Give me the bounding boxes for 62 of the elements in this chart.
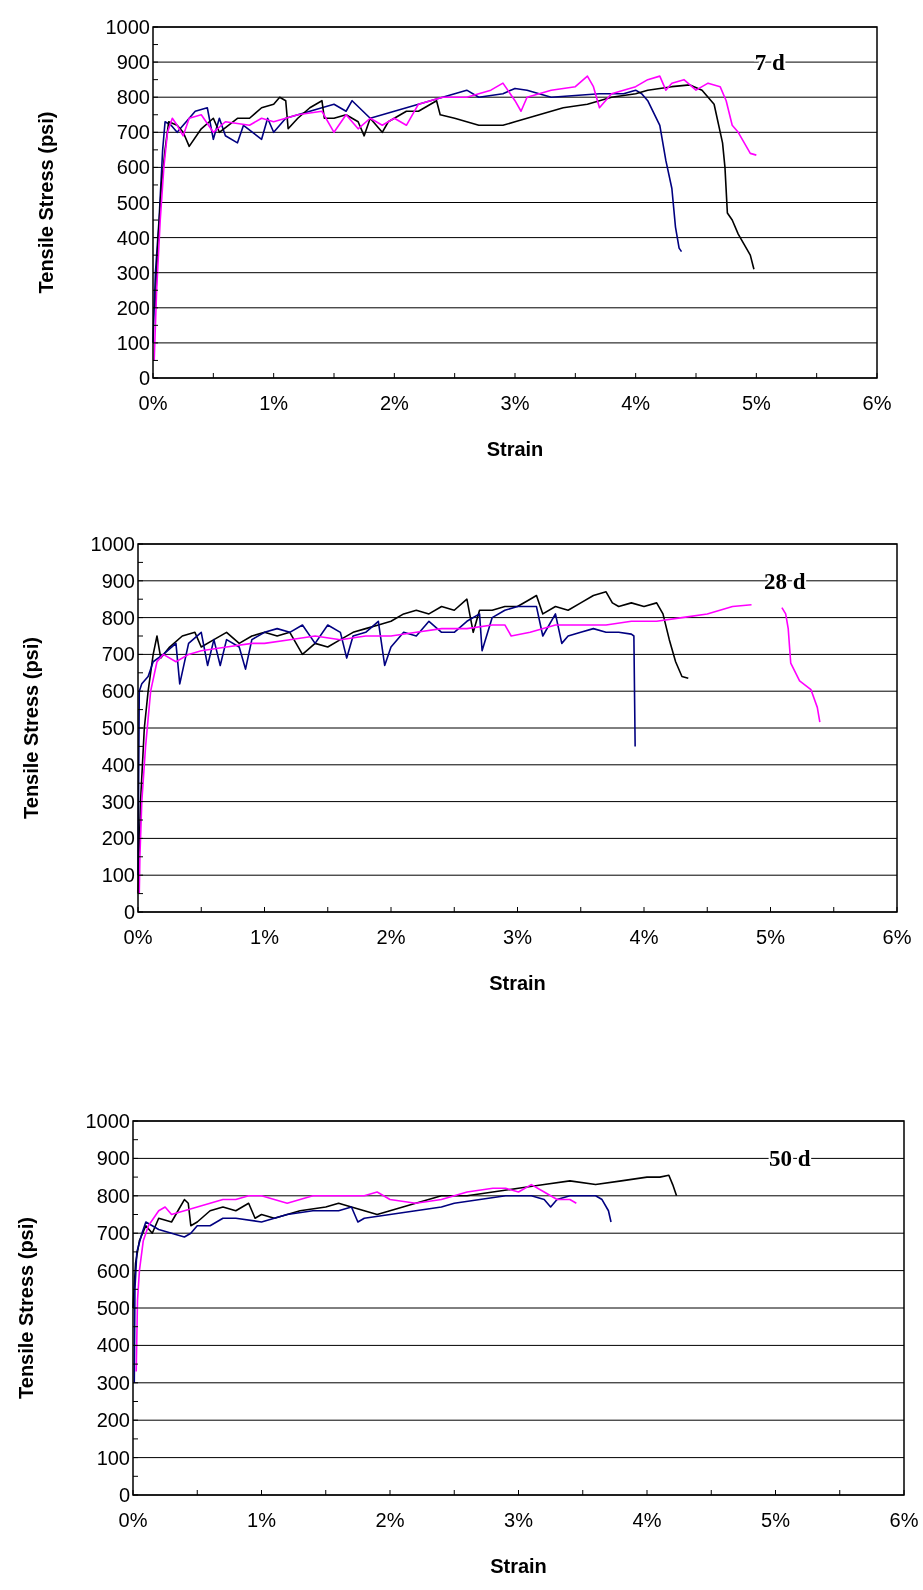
- y-tick-label: 100: [116, 331, 150, 354]
- y-tick-label: 800: [116, 86, 150, 109]
- y-tick-label: 200: [101, 827, 135, 850]
- line-series: [135, 1183, 578, 1373]
- y-tick-label: 900: [96, 1147, 130, 1170]
- y-tick-label: 700: [96, 1222, 130, 1245]
- x-tick-label: 6%: [862, 392, 892, 414]
- y-tick-label: 100: [96, 1446, 130, 1469]
- y-tick-label: 0: [123, 901, 135, 923]
- x-tick-label: 0%: [118, 1509, 148, 1531]
- y-tick-label: 600: [101, 680, 135, 703]
- y-tick-label: 300: [101, 790, 135, 813]
- y-tick-label: 300: [96, 1371, 130, 1394]
- y-tick-label: 200: [96, 1409, 130, 1432]
- x-tick-label: 6%: [889, 1509, 919, 1531]
- x-tick-label: 5%: [741, 392, 771, 414]
- x-tick-label: 5%: [756, 926, 786, 948]
- y-tick-label: 0: [118, 1484, 130, 1506]
- x-tick-label: 3%: [500, 392, 530, 414]
- x-tick-label: 1%: [259, 392, 289, 414]
- y-tick-label: 1000: [90, 533, 135, 555]
- y-tick-label: 1000: [105, 16, 150, 38]
- y-tick-label: 600: [116, 156, 150, 179]
- line-series: [133, 1195, 612, 1384]
- y-tick-label: 900: [101, 569, 135, 592]
- y-tick-label: 400: [116, 226, 150, 249]
- x-tick-label: 2%: [376, 926, 406, 948]
- y-tick-label: 100: [101, 864, 135, 887]
- y-tick-label: 500: [101, 717, 135, 739]
- y-tick-label: 300: [116, 261, 150, 284]
- x-tick-label: 6%: [882, 926, 912, 948]
- y-tick-label: 700: [101, 643, 135, 666]
- x-tick-label: 0%: [123, 926, 153, 948]
- y-tick-label: 500: [116, 191, 150, 214]
- y-tick-label: 800: [101, 606, 135, 629]
- x-tick-label: 4%: [629, 926, 659, 948]
- x-tick-label: 1%: [250, 926, 280, 948]
- y-tick-label: 900: [116, 51, 150, 74]
- x-tick-label: 0%: [138, 392, 168, 414]
- y-tick-label: 800: [96, 1184, 130, 1207]
- y-axis-title: Tensile Stress (psi): [20, 637, 42, 819]
- y-tick-label: 500: [96, 1297, 130, 1319]
- y-axis-title: Tensile Stress (psi): [35, 111, 57, 294]
- x-tick-label: 2%: [375, 1509, 405, 1531]
- y-tick-label: 700: [116, 121, 150, 144]
- y-tick-label: 400: [101, 753, 135, 776]
- y-tick-label: 1000: [85, 1110, 130, 1132]
- x-tick-label: 3%: [504, 1509, 534, 1531]
- y-axis-title: Tensile Stress (psi): [15, 1217, 37, 1399]
- x-tick-label: 5%: [761, 1509, 791, 1531]
- y-tick-label: 600: [96, 1259, 130, 1282]
- x-tick-label: 4%: [632, 1509, 662, 1531]
- x-tick-label: 4%: [621, 392, 651, 414]
- x-axis-title: Strain: [490, 1555, 547, 1577]
- x-tick-label: 3%: [503, 926, 533, 948]
- x-axis-title: Strain: [486, 438, 544, 460]
- x-tick-label: 1%: [247, 1509, 277, 1531]
- x-tick-label: 2%: [379, 392, 409, 414]
- x-axis-title: Strain: [489, 972, 546, 994]
- y-tick-label: 200: [116, 296, 150, 319]
- y-tick-label: 0: [138, 367, 150, 389]
- y-tick-label: 400: [96, 1334, 130, 1357]
